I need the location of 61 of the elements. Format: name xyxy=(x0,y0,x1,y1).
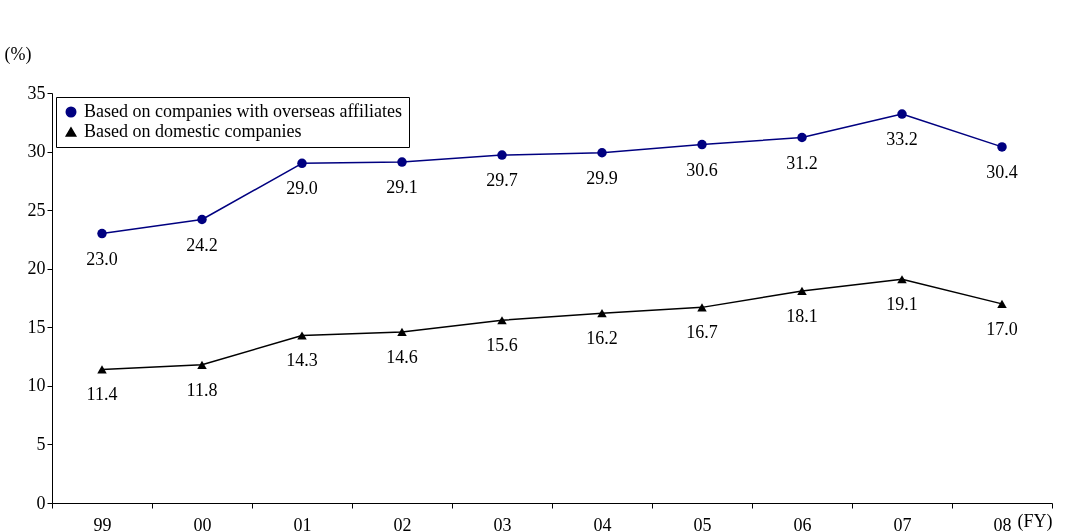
point xyxy=(797,132,807,143)
data-label: 14.6 xyxy=(386,346,418,367)
legend-label: Based on domestic companies xyxy=(84,121,302,141)
point xyxy=(297,331,307,340)
point xyxy=(997,299,1007,308)
y-tick-label: 5 xyxy=(36,433,46,454)
data-label: 29.9 xyxy=(586,167,618,188)
x-tick-label: 00 xyxy=(193,514,212,531)
x-tick-label: 02 xyxy=(393,514,412,531)
data-label: 29.0 xyxy=(286,178,318,199)
point xyxy=(897,109,907,119)
x-tick-label: 03 xyxy=(493,514,512,531)
point xyxy=(897,275,907,284)
point xyxy=(297,158,307,169)
point xyxy=(597,148,607,158)
data-label: 29.1 xyxy=(386,177,418,198)
point xyxy=(397,327,407,337)
y-tick-label: 10 xyxy=(27,375,46,396)
data-label: 15.6 xyxy=(486,335,518,356)
x-tick-label: 06 xyxy=(793,514,812,531)
data-label: 29.7 xyxy=(486,170,518,191)
y-tick-label: 15 xyxy=(27,316,46,337)
data-label: 14.3 xyxy=(286,350,318,371)
data-label: 24.2 xyxy=(186,234,218,255)
data-label: 11.4 xyxy=(86,384,118,405)
x-tick-label: 99 xyxy=(93,514,112,531)
legend-label: Based on companies with overseas affiliates xyxy=(84,101,403,121)
x-tick-label: 04 xyxy=(593,514,612,531)
y-tick-label: 35 xyxy=(27,82,46,103)
data-label: 30.4 xyxy=(986,161,1018,182)
data-label: 30.6 xyxy=(686,159,718,180)
point xyxy=(797,286,807,296)
data-label: 18.1 xyxy=(786,305,818,326)
x-tick-label: 01 xyxy=(293,514,312,531)
y-tick-label: 0 xyxy=(36,492,46,513)
y-tick-label: 30 xyxy=(27,141,46,162)
y-tick-label: 25 xyxy=(27,199,46,220)
data-label: 16.7 xyxy=(686,322,718,343)
data-label: 17.0 xyxy=(986,318,1018,339)
point xyxy=(697,139,707,150)
x-tick-label: 08 xyxy=(993,514,1012,531)
data-label: 23.0 xyxy=(86,248,118,269)
data-label: 33.2 xyxy=(886,129,918,150)
y-tick-label: 20 xyxy=(27,258,46,279)
data-label: 16.2 xyxy=(586,328,618,349)
y-axis-title: (%) xyxy=(4,43,32,65)
data-label: 11.8 xyxy=(186,379,218,400)
point xyxy=(97,365,107,374)
data-label: 31.2 xyxy=(786,152,818,173)
point xyxy=(497,150,507,160)
point xyxy=(997,142,1007,152)
data-label: 19.1 xyxy=(886,294,918,315)
x-tick-label: 07 xyxy=(893,514,912,531)
point xyxy=(497,316,507,325)
point xyxy=(197,360,207,369)
point xyxy=(97,228,107,239)
x-tick-label: 05 xyxy=(693,514,712,531)
point xyxy=(597,309,607,318)
x-axis-title: (FY) xyxy=(1017,510,1053,531)
point xyxy=(397,157,407,167)
point xyxy=(197,214,207,225)
